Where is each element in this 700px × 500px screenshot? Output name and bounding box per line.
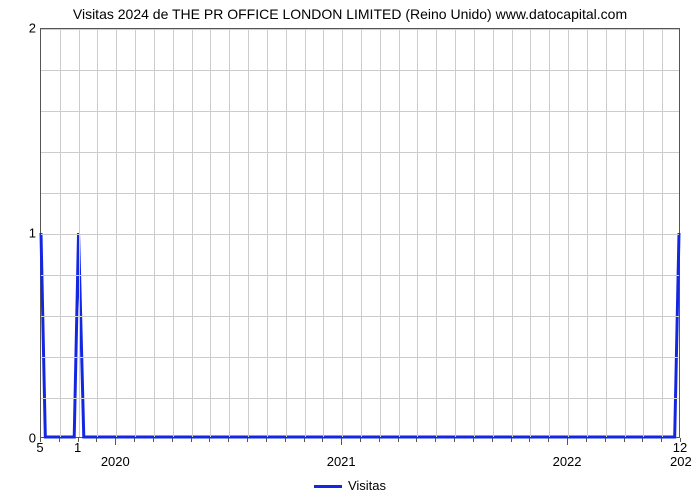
- vgrid-line: [549, 29, 550, 437]
- hgrid-line: [41, 152, 679, 153]
- x-minor-tick: [473, 438, 474, 442]
- vgrid-line: [625, 29, 626, 437]
- x-minor-tick: [134, 438, 135, 442]
- x-minor-tick: [605, 438, 606, 442]
- x-minor-tick: [172, 438, 173, 442]
- x-minor-tick: [247, 438, 248, 442]
- vgrid-line: [135, 29, 136, 437]
- hgrid-line: [41, 275, 679, 276]
- x-year-label-partial: 202: [670, 454, 692, 469]
- hgrid-line: [41, 193, 679, 194]
- x-point-label: 1: [74, 440, 81, 455]
- x-minor-tick: [228, 438, 229, 442]
- vgrid-line: [305, 29, 306, 437]
- x-minor-tick: [586, 438, 587, 442]
- vgrid-line: [380, 29, 381, 437]
- x-minor-tick: [209, 438, 210, 442]
- vgrid-line: [512, 29, 513, 437]
- x-minor-tick: [360, 438, 361, 442]
- x-point-label: 5: [36, 440, 43, 455]
- x-minor-tick: [191, 438, 192, 442]
- hgrid-line: [41, 111, 679, 112]
- x-minor-tick: [322, 438, 323, 442]
- plot-area: [40, 28, 680, 438]
- legend: Visitas: [0, 478, 700, 493]
- vgrid-line: [361, 29, 362, 437]
- series-line: [41, 233, 679, 437]
- vgrid-line: [267, 29, 268, 437]
- vgrid-line: [173, 29, 174, 437]
- vgrid-line: [323, 29, 324, 437]
- legend-swatch: [314, 485, 342, 488]
- x-minor-tick: [153, 438, 154, 442]
- x-minor-tick: [398, 438, 399, 442]
- x-point-label: 12: [673, 440, 687, 455]
- vgrid-line: [192, 29, 193, 437]
- vgrid-line: [79, 29, 80, 437]
- legend-label: Visitas: [348, 478, 386, 493]
- vgrid-line: [436, 29, 437, 437]
- vgrid-line: [606, 29, 607, 437]
- x-minor-tick: [661, 438, 662, 442]
- vgrid-line: [116, 29, 117, 437]
- hgrid-line: [41, 70, 679, 71]
- hgrid-line: [41, 234, 679, 235]
- vgrid-line: [662, 29, 663, 437]
- x-minor-tick: [379, 438, 380, 442]
- vgrid-line: [568, 29, 569, 437]
- x-minor-tick: [304, 438, 305, 442]
- vgrid-line: [248, 29, 249, 437]
- vgrid-line: [229, 29, 230, 437]
- x-minor-tick: [624, 438, 625, 442]
- x-minor-tick: [454, 438, 455, 442]
- x-year-label: 2021: [327, 454, 356, 469]
- vgrid-line: [587, 29, 588, 437]
- x-minor-tick: [96, 438, 97, 442]
- line-layer: [41, 29, 679, 437]
- y-tick-label: 1: [6, 226, 36, 241]
- x-minor-tick: [285, 438, 286, 442]
- vgrid-line: [60, 29, 61, 437]
- vgrid-line: [474, 29, 475, 437]
- hgrid-line: [41, 357, 679, 358]
- x-major-tick: [341, 438, 342, 445]
- chart-title: Visitas 2024 de THE PR OFFICE LONDON LIM…: [0, 6, 700, 22]
- hgrid-line: [41, 316, 679, 317]
- x-minor-tick: [435, 438, 436, 442]
- x-minor-tick: [266, 438, 267, 442]
- x-minor-tick: [511, 438, 512, 442]
- x-minor-tick: [59, 438, 60, 442]
- x-year-label: 2022: [553, 454, 582, 469]
- x-minor-tick: [642, 438, 643, 442]
- vgrid-line: [455, 29, 456, 437]
- hgrid-line: [41, 398, 679, 399]
- x-year-label: 2020: [101, 454, 130, 469]
- vgrid-line: [643, 29, 644, 437]
- vgrid-line: [97, 29, 98, 437]
- x-minor-tick: [492, 438, 493, 442]
- vgrid-line: [286, 29, 287, 437]
- x-major-tick: [115, 438, 116, 445]
- vgrid-line: [493, 29, 494, 437]
- vgrid-line: [530, 29, 531, 437]
- x-minor-tick: [529, 438, 530, 442]
- vgrid-line: [399, 29, 400, 437]
- vgrid-line: [417, 29, 418, 437]
- x-major-tick: [567, 438, 568, 445]
- hgrid-line: [41, 29, 679, 30]
- vgrid-line: [154, 29, 155, 437]
- x-minor-tick: [416, 438, 417, 442]
- y-tick-label: 0: [6, 431, 36, 446]
- y-tick-label: 2: [6, 21, 36, 36]
- vgrid-line: [342, 29, 343, 437]
- x-minor-tick: [548, 438, 549, 442]
- vgrid-line: [210, 29, 211, 437]
